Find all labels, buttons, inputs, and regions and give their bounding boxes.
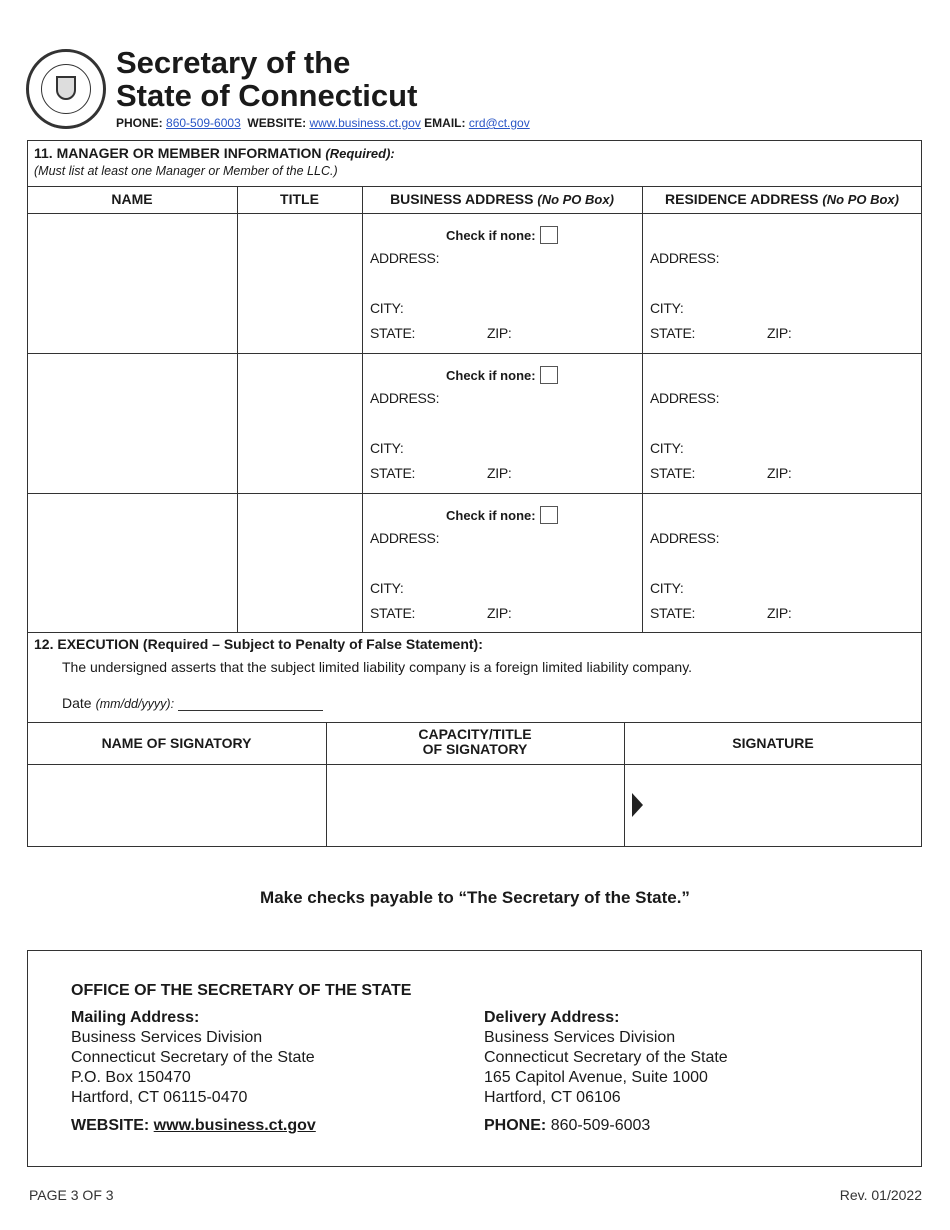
residence-address-label: ADDRESS:	[650, 250, 720, 266]
residence-city-label: CITY:	[650, 440, 684, 456]
residence-state-label: STATE:	[650, 605, 696, 621]
office-info-box	[27, 950, 922, 1167]
business-city-label: CITY:	[370, 300, 404, 316]
business-address-label: ADDRESS:	[370, 390, 440, 406]
mailing-address: Mailing Address: Business Services Divis…	[71, 1009, 315, 1106]
signatory-capacity-input[interactable]	[327, 765, 623, 846]
office-phone: PHONE: 860-509-6003	[484, 1117, 651, 1134]
business-zip-label: ZIP:	[487, 325, 512, 341]
business-address-label: ADDRESS:	[370, 250, 440, 266]
state-seal-logo	[26, 49, 106, 129]
office-website-link[interactable]: www.business.ct.gov	[153, 1117, 316, 1134]
residence-zip-label: ZIP:	[767, 325, 792, 341]
revision: Rev. 01/2022	[839, 1187, 922, 1203]
business-city-label: CITY:	[370, 440, 404, 456]
residence-city-label: CITY:	[650, 300, 684, 316]
checks-payable-note: Make checks payable to “The Secretary of…	[260, 888, 690, 907]
phone-link[interactable]: 860-509-6003	[166, 116, 241, 130]
residence-state-label: STATE:	[650, 325, 696, 341]
check-if-none: Check if none:	[446, 366, 558, 384]
office-title: OFFICE OF THE SECRETARY OF THE STATE	[71, 982, 412, 999]
date-label: Date	[62, 695, 92, 711]
website-label: WEBSITE:	[247, 116, 307, 130]
page-number: PAGE 3 OF 3	[29, 1187, 114, 1203]
col-name-of-signatory: NAME OF SIGNATORY	[101, 735, 252, 751]
signature-input[interactable]	[625, 765, 921, 846]
member-title-input[interactable]	[238, 494, 361, 632]
section-12-title: 12. EXECUTION (Required – Subject to Pen…	[34, 636, 483, 652]
residence-state-label: STATE:	[650, 465, 696, 481]
member-title-input[interactable]	[238, 214, 361, 352]
date-input[interactable]	[178, 697, 324, 711]
business-zip-label: ZIP:	[487, 605, 512, 621]
col-signature: SIGNATURE	[732, 735, 814, 751]
col-name: NAME	[111, 191, 153, 207]
section-11-title: 11. MANAGER OR MEMBER INFORMATION (Requi…	[34, 145, 395, 161]
residence-address-label: ADDRESS:	[650, 530, 720, 546]
member-name-input[interactable]	[28, 494, 236, 632]
date-field-row: Date (mm/dd/yyyy):	[62, 695, 324, 711]
sign-here-arrow-icon	[632, 793, 643, 817]
col-title: TITLE	[280, 191, 319, 207]
check-if-none-checkbox[interactable]	[539, 226, 558, 244]
check-if-none: Check if none:	[446, 506, 558, 524]
business-state-label: STATE:	[370, 605, 416, 621]
phone-label: PHONE:	[116, 116, 163, 130]
title-line-1: Secretary of the	[116, 45, 351, 80]
delivery-address: Delivery Address: Business Services Divi…	[484, 1009, 728, 1106]
residence-zip-label: ZIP:	[767, 465, 792, 481]
business-state-label: STATE:	[370, 325, 416, 341]
contact-line: PHONE: 860-509-6003 WEBSITE: www.busines…	[116, 116, 530, 130]
check-if-none-checkbox[interactable]	[539, 506, 558, 524]
signatory-name-input[interactable]	[28, 765, 325, 846]
residence-zip-label: ZIP:	[767, 605, 792, 621]
check-if-none: Check if none:	[446, 226, 558, 244]
office-website: WEBSITE: www.business.ct.gov	[71, 1117, 316, 1134]
email-label: EMAIL:	[424, 116, 466, 130]
member-name-input[interactable]	[28, 214, 236, 352]
page-title: Secretary of the State of Connecticut	[116, 46, 417, 112]
member-title-input[interactable]	[238, 354, 361, 492]
title-line-2: State of Connecticut	[116, 78, 418, 113]
member-name-input[interactable]	[28, 354, 236, 492]
execution-statement: The undersigned asserts that the subject…	[62, 659, 693, 675]
date-format: (mm/dd/yyyy):	[95, 697, 175, 711]
website-link[interactable]: www.business.ct.gov	[309, 116, 421, 130]
business-city-label: CITY:	[370, 580, 404, 596]
business-zip-label: ZIP:	[487, 465, 512, 481]
col-business-address: BUSINESS ADDRESS (No PO Box)	[390, 191, 614, 207]
section-11-note: (Must list at least one Manager or Membe…	[34, 164, 338, 178]
email-link[interactable]: crd@ct.gov	[468, 116, 530, 130]
col-capacity-title: CAPACITY/TITLE OF SIGNATORY	[418, 726, 532, 757]
business-state-label: STATE:	[370, 465, 416, 481]
col-residence-address: RESIDENCE ADDRESS (No PO Box)	[665, 191, 899, 207]
residence-city-label: CITY:	[650, 580, 684, 596]
business-address-label: ADDRESS:	[370, 530, 440, 546]
residence-address-label: ADDRESS:	[650, 390, 720, 406]
check-if-none-checkbox[interactable]	[539, 366, 558, 384]
